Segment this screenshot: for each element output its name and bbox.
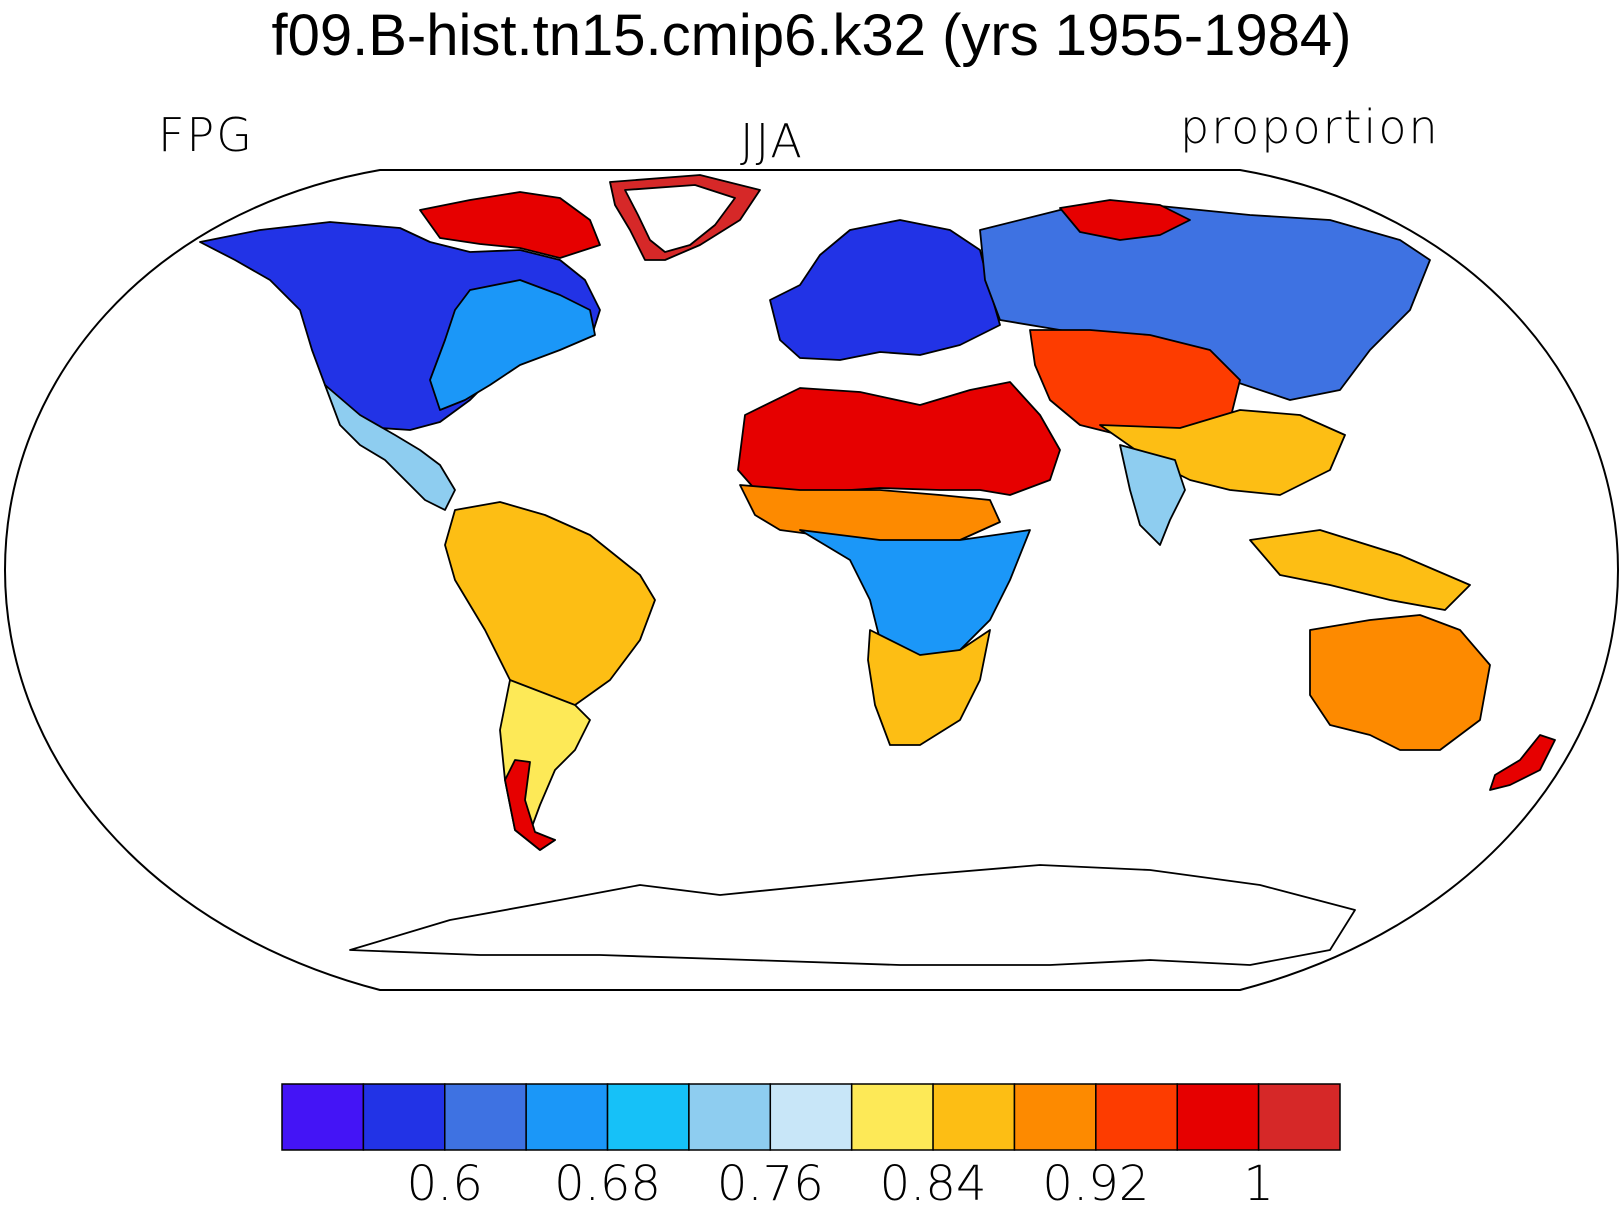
region-siberia xyxy=(979,204,1431,401)
region-mexico xyxy=(324,384,456,511)
region-australia xyxy=(1309,614,1491,751)
colorbar-swatch xyxy=(606,1083,690,1151)
season-label: JJA xyxy=(740,114,804,168)
region-southern-africa xyxy=(867,629,991,746)
region-antarctica xyxy=(349,864,1356,966)
world-map xyxy=(3,169,1620,991)
colorbar-swatch xyxy=(932,1083,1016,1151)
region-south-america-north xyxy=(444,501,656,706)
region-new-zealand xyxy=(1489,734,1556,791)
colorbar-swatch xyxy=(525,1083,609,1151)
colorbar-swatch xyxy=(362,1083,446,1151)
region-eastern-north-america xyxy=(429,279,596,411)
colorbar-swatch xyxy=(769,1083,853,1151)
region-canadian-arctic xyxy=(419,191,601,259)
colorbar-tick-label: 0.84 xyxy=(880,1156,987,1212)
region-sahel xyxy=(739,484,1001,543)
colorbar-tick-label: 0.6 xyxy=(407,1156,483,1212)
colorbar-swatch xyxy=(281,1083,365,1151)
colorbar-tick-label: 0.68 xyxy=(554,1156,661,1212)
region-southeast-asia xyxy=(1249,529,1471,611)
colorbar-swatch xyxy=(1176,1083,1260,1151)
greenland-interior xyxy=(624,184,736,253)
colorbar: 0.6 0.68 0.76 0.84 0.92 1 xyxy=(281,1083,1341,1212)
colorbar-tick-label: 0.92 xyxy=(1042,1156,1149,1212)
region-patagonia xyxy=(504,759,556,851)
colorbar-tick-label: 0.76 xyxy=(717,1156,824,1212)
variable-label: FPG xyxy=(158,108,254,162)
colorbar-swatch xyxy=(1257,1083,1341,1151)
colorbar-swatch xyxy=(1013,1083,1097,1151)
units-label: proportion xyxy=(1180,100,1440,154)
colorbar-swatch xyxy=(444,1083,527,1151)
colorbar-swatch xyxy=(850,1083,934,1151)
colorbar-swatch xyxy=(688,1083,772,1151)
figure-title: f09.B-hist.tn15.cmip6.k32 (yrs 1955-1984… xyxy=(271,3,1352,68)
region-india xyxy=(1119,444,1186,546)
colorbar-swatch xyxy=(1095,1083,1178,1151)
region-arctic-russia xyxy=(1059,199,1191,241)
colorbar-tick-label: 1 xyxy=(1243,1156,1274,1212)
region-central-africa xyxy=(799,529,1031,661)
